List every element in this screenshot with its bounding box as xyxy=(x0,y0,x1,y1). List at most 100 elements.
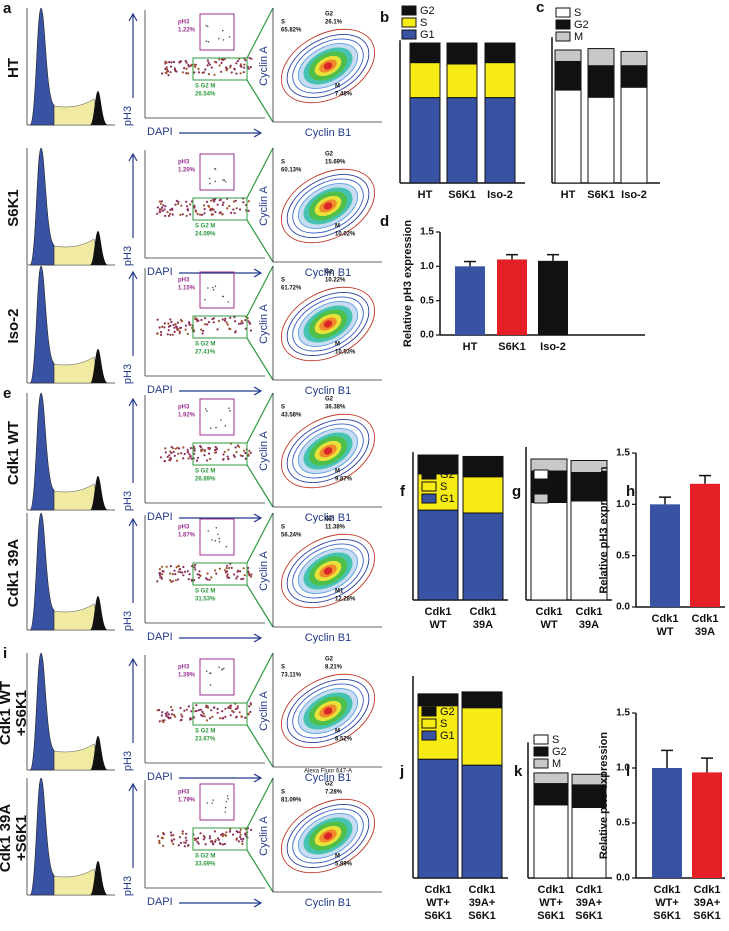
event-dot xyxy=(177,452,180,455)
arrow-head xyxy=(128,517,138,527)
event-dot xyxy=(241,842,244,846)
region-percent: 43.58% xyxy=(281,413,302,419)
bar-segment xyxy=(409,62,441,99)
event-dot xyxy=(235,72,238,75)
region-percent: 10.02% xyxy=(335,232,356,238)
event-dot xyxy=(158,326,161,329)
event-dot xyxy=(238,208,242,211)
event-dot xyxy=(193,63,196,66)
event-dot xyxy=(175,199,178,202)
event-dot xyxy=(189,203,192,206)
event-dot xyxy=(173,838,176,841)
region-percent: 56.24% xyxy=(281,533,302,539)
gate-label: S G2 M xyxy=(195,224,215,230)
event-dot xyxy=(229,64,232,67)
event-dot xyxy=(233,455,236,458)
event-dot xyxy=(176,446,179,449)
region-label: G2 xyxy=(325,782,334,788)
event-dot xyxy=(197,576,200,579)
event-dot xyxy=(185,214,188,217)
event-dot xyxy=(211,715,214,719)
bar-segment xyxy=(409,97,441,184)
event-dot xyxy=(235,837,238,840)
legend-swatch xyxy=(421,469,437,480)
bar-segment xyxy=(462,455,504,478)
event-dot xyxy=(174,579,177,582)
event-dot xyxy=(241,840,244,843)
event-dot xyxy=(206,25,209,28)
event-dot xyxy=(239,828,242,831)
event-dot xyxy=(189,213,192,216)
event-dot xyxy=(229,714,232,717)
event-dot xyxy=(176,328,179,331)
event-dot xyxy=(232,208,235,211)
contour-ring xyxy=(286,419,370,483)
event-dot xyxy=(196,456,200,459)
legend-label: G1 xyxy=(420,29,435,41)
region-label: M1 xyxy=(335,589,344,595)
y-tick-label: 1.0 xyxy=(616,499,630,510)
event-dot xyxy=(200,450,203,453)
contour-ring xyxy=(292,38,364,94)
event-dot xyxy=(169,565,172,568)
event-dot xyxy=(160,714,163,717)
event-dot xyxy=(162,833,166,836)
event-dot xyxy=(239,72,242,75)
event-dot xyxy=(224,715,227,719)
event-dot xyxy=(159,333,163,336)
arrow-head xyxy=(128,397,138,407)
gate-percent: 23.67% xyxy=(195,737,216,743)
event-dot xyxy=(205,705,208,709)
x-axis-label: DAPI xyxy=(147,771,173,783)
gate-connector xyxy=(246,464,274,508)
x-axis-label: Cyclin B1 xyxy=(305,267,351,279)
event-dot xyxy=(164,71,167,74)
event-dot xyxy=(181,571,184,574)
event-dot xyxy=(172,60,175,64)
event-dot xyxy=(223,569,226,572)
event-dot xyxy=(161,570,164,573)
panel-letter: i xyxy=(3,645,7,662)
y-axis-label: Cyclin A xyxy=(258,303,270,343)
region-label: S xyxy=(281,20,285,26)
bar-segment xyxy=(571,807,607,879)
event-dot xyxy=(218,199,221,202)
event-dot xyxy=(197,71,200,74)
legend-swatch xyxy=(421,718,437,729)
event-dot xyxy=(170,61,173,64)
event-dot xyxy=(156,709,159,712)
event-dot xyxy=(163,719,166,722)
event-dot xyxy=(240,578,243,581)
bar-segment xyxy=(409,42,441,64)
event-dot xyxy=(161,573,164,576)
event-dot xyxy=(180,452,183,455)
region-percent: 7.28% xyxy=(325,790,343,796)
event-dot xyxy=(227,457,230,461)
event-dot xyxy=(175,325,178,328)
event-dot xyxy=(214,168,216,170)
event-dot xyxy=(162,204,165,207)
bar-segment xyxy=(462,512,504,601)
event-dot xyxy=(206,410,208,412)
event-dot xyxy=(247,712,250,715)
region-percent: 7.48% xyxy=(335,92,353,98)
event-dot xyxy=(203,836,206,839)
x-axis-label: DAPI xyxy=(147,126,173,138)
legend-swatch xyxy=(533,493,549,504)
x-tick-label: Cdk1 xyxy=(425,884,452,896)
legend-label: S xyxy=(420,17,427,29)
bar-segment xyxy=(620,50,648,67)
contour-ring xyxy=(292,423,364,479)
event-dot xyxy=(188,453,191,456)
event-dot xyxy=(190,457,193,460)
event-dot xyxy=(164,451,167,454)
event-dot xyxy=(185,61,188,64)
event-dot xyxy=(214,451,217,454)
hist-g2-peak xyxy=(90,736,108,770)
event-dot xyxy=(236,707,239,710)
region-percent: 10.53% xyxy=(335,350,356,356)
event-dot xyxy=(203,207,206,211)
event-dot xyxy=(248,449,251,452)
event-dot xyxy=(184,59,187,63)
event-dot xyxy=(214,445,217,449)
